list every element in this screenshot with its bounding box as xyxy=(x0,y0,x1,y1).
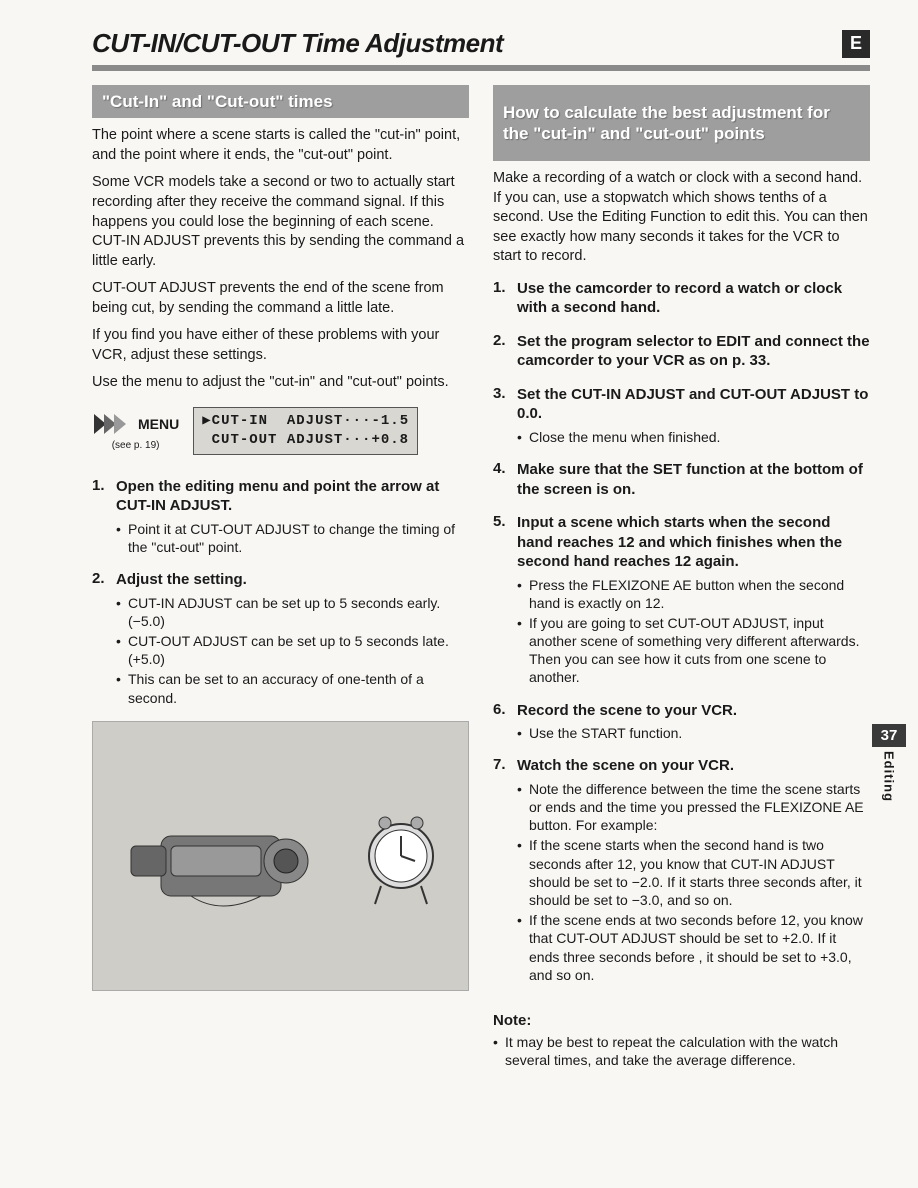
bullet: CUT-OUT ADJUST can be set up to 5 second… xyxy=(116,632,469,668)
step-title: Watch the scene on your VCR. xyxy=(517,756,870,776)
list-item: Make sure that the SET function at the b… xyxy=(493,460,870,499)
body-text: Make a recording of a watch or clock wit… xyxy=(493,169,870,267)
camcorder-icon xyxy=(121,781,331,931)
bullet: Use the START function. xyxy=(517,724,870,742)
note-heading: Note: xyxy=(493,1012,870,1029)
menu-display-box: ▶CUT-IN ADJUST···-1.5 CUT-OUT ADJUST···+… xyxy=(193,407,418,455)
bullet: It may be best to repeat the calculation… xyxy=(493,1033,870,1069)
bullet: If the scene starts when the second hand… xyxy=(517,836,870,909)
right-column: How to calculate the best adjustment for… xyxy=(493,85,870,1071)
bullet: If the scene ends at two seconds before … xyxy=(517,911,870,984)
bullet: Close the menu when finished. xyxy=(517,428,870,446)
note-list: It may be best to repeat the calculation… xyxy=(493,1033,870,1069)
menu-icon: MENU xyxy=(92,410,179,438)
step-title: Input a scene which starts when the seco… xyxy=(517,513,870,572)
body-text: If you find you have either of these pro… xyxy=(92,326,469,365)
step-title: Open the editing menu and point the arro… xyxy=(116,477,469,516)
step-title: Set the program selector to EDIT and con… xyxy=(517,332,870,371)
illustration xyxy=(92,721,469,991)
step-title: Adjust the setting. xyxy=(116,570,469,590)
page-number: 37 xyxy=(872,724,906,747)
bullet: This can be set to an accuracy of one-te… xyxy=(116,670,469,706)
body-text: The point where a scene starts is called… xyxy=(92,126,469,165)
clock-icon xyxy=(361,801,441,911)
title-divider xyxy=(92,65,870,71)
step-title: Make sure that the SET function at the b… xyxy=(517,460,870,499)
list-item: Set the program selector to EDIT and con… xyxy=(493,332,870,371)
page-title: CUT-IN/CUT-OUT Time Adjustment xyxy=(92,28,503,59)
list-item: Set the CUT-IN ADJUST and CUT-OUT ADJUST… xyxy=(493,385,870,446)
list-item: Record the scene to your VCR. Use the ST… xyxy=(493,701,870,743)
menu-sub: (see p. 19) xyxy=(92,440,179,451)
list-item: Open the editing menu and point the arro… xyxy=(92,477,469,556)
bullet: Press the FLEXIZONE AE button when the s… xyxy=(517,576,870,612)
step-title: Set the CUT-IN ADJUST and CUT-OUT ADJUST… xyxy=(517,385,870,424)
bullet: CUT-IN ADJUST can be set up to 5 seconds… xyxy=(116,594,469,630)
body-text: CUT-OUT ADJUST prevents the end of the s… xyxy=(92,279,469,318)
step-title: Use the camcorder to record a watch or c… xyxy=(517,279,870,318)
list-item: Watch the scene on your VCR. Note the di… xyxy=(493,756,870,984)
right-section-heading: How to calculate the best adjustment for… xyxy=(493,85,870,161)
step-title: Record the scene to your VCR. xyxy=(517,701,870,721)
left-section-heading: "Cut-In" and "Cut-out" times xyxy=(92,85,469,118)
corner-badge: E xyxy=(842,30,870,58)
menu-label: MENU xyxy=(138,416,179,432)
bullet: Point it at CUT-OUT ADJUST to change the… xyxy=(116,520,469,556)
list-item: Use the camcorder to record a watch or c… xyxy=(493,279,870,318)
right-steps: Use the camcorder to record a watch or c… xyxy=(493,279,870,984)
bullet: Note the difference between the time the… xyxy=(517,780,870,835)
list-item: Input a scene which starts when the seco… xyxy=(493,513,870,687)
side-tab: 37 Editing xyxy=(872,724,906,802)
bullet: If you are going to set CUT-OUT ADJUST, … xyxy=(517,614,870,687)
menu-row: MENU (see p. 19) ▶CUT-IN ADJUST···-1.5 C… xyxy=(92,407,469,455)
section-tab-label: Editing xyxy=(882,751,897,802)
body-text: Some VCR models take a second or two to … xyxy=(92,173,469,271)
left-steps: Open the editing menu and point the arro… xyxy=(92,477,469,707)
body-text: Use the menu to adjust the "cut-in" and … xyxy=(92,373,469,393)
list-item: Adjust the setting. CUT-IN ADJUST can be… xyxy=(92,570,469,707)
left-column: "Cut-In" and "Cut-out" times The point w… xyxy=(92,85,469,1071)
